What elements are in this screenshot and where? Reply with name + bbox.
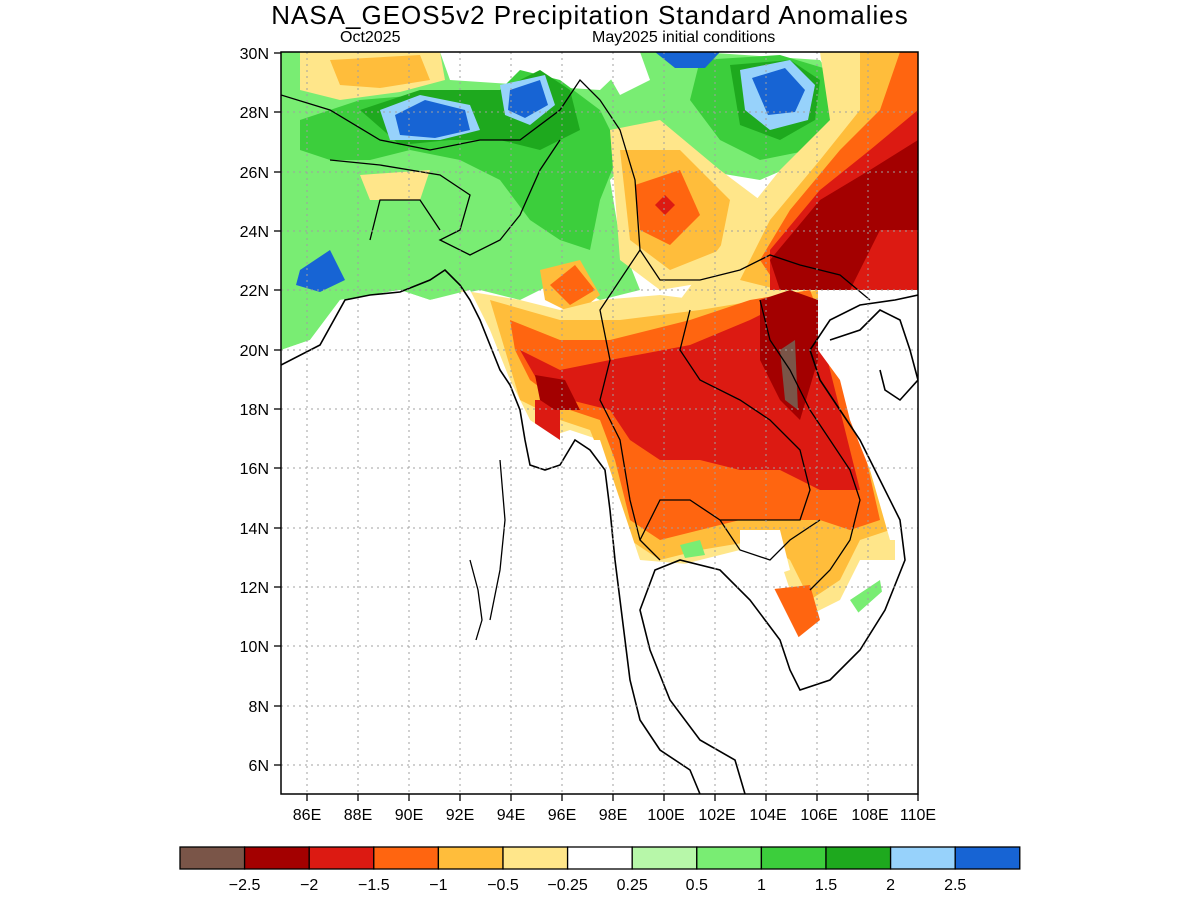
colorbar-label: 2 [886, 877, 895, 894]
colorbar-label: −1.5 [358, 877, 390, 894]
lon-tick-label: 92E [446, 807, 474, 824]
lon-tick-label: 86E [293, 807, 321, 824]
neutral-area [740, 530, 790, 580]
border-line [759, 299, 861, 591]
colorbar-swatch [954, 846, 1021, 870]
coastline-bay-of-bengal [281, 268, 701, 794]
lat-tick-label: 8N [249, 699, 269, 716]
very-strong-negative-region [770, 140, 918, 290]
lon-tick-label: 110E [900, 807, 936, 824]
colorbar-swatch [308, 846, 375, 870]
extreme-positive-region [395, 100, 470, 138]
lon-tick-label: 108E [851, 807, 888, 824]
lat-tick-label: 20N [240, 343, 269, 360]
neutral-area [818, 290, 918, 540]
moderate-negative-region [550, 265, 595, 305]
lon-tick-label: 100E [647, 807, 684, 824]
grid [281, 52, 918, 794]
lon-tick-label: 104E [749, 807, 786, 824]
weak-negative-region [360, 170, 430, 200]
colorbar-swatch [502, 846, 569, 870]
country-borders [281, 78, 871, 641]
lon-tick-label: 102E [698, 807, 735, 824]
lat-tick-label: 22N [240, 283, 269, 300]
lon-tick-label: 96E [548, 807, 576, 824]
lat-tick-label: 24N [240, 224, 269, 241]
lat-tick-label: 30N [240, 46, 269, 63]
colorbar-swatch [889, 846, 956, 870]
weak-positive-blob [680, 540, 705, 558]
anomaly-field [281, 52, 918, 794]
border-line [281, 78, 871, 301]
colorbar-label: −1 [429, 877, 447, 894]
lat-tick-label: 28N [240, 105, 269, 122]
lon-tick-label: 90E [395, 807, 423, 824]
colorbar-swatch [437, 846, 504, 870]
lon-tick-label: 88E [344, 807, 372, 824]
colorbar-swatch [373, 846, 440, 870]
colorbar-label: −0.25 [547, 877, 588, 894]
colorbar-label: −2.5 [229, 877, 261, 894]
plot-frame [280, 51, 919, 795]
coastlines [281, 268, 918, 794]
lat-tick-label: 14N [240, 521, 269, 538]
lat-tick-label: 18N [240, 402, 269, 419]
lon-labels: 86E 88E 90E 92E 94E 96E 98E 100E 102E 10… [293, 807, 936, 824]
neutral-area [281, 290, 918, 794]
coastline-gulf-of-thailand [639, 294, 918, 794]
strong-negative-dot [655, 195, 675, 215]
island-chain [469, 559, 483, 641]
lat-tick-label: 12N [240, 580, 269, 597]
lat-tick-label: 10N [240, 639, 269, 656]
colorbar-label: −0.5 [487, 877, 519, 894]
extreme-positive-region [296, 250, 345, 292]
colorbar: −2.5 −2 −1.5 −1 −0.5 −0.25 0.25 0.5 1 1.5 2 2.5 [179, 846, 1021, 894]
lon-tick-label: 98E [599, 807, 627, 824]
extreme-negative-region [780, 340, 798, 410]
extreme-positive-region [655, 52, 720, 68]
neutral-area [600, 52, 650, 95]
border-line [489, 459, 506, 621]
border-line [369, 199, 441, 241]
colorbar-swatch [566, 846, 633, 870]
colorbar-swatch [179, 846, 246, 870]
colorbar-label: −2 [300, 877, 318, 894]
forecast-month-label: Oct2025 [340, 29, 401, 46]
extreme-positive-region [752, 68, 805, 115]
extreme-positive-region [508, 80, 548, 118]
border-line [599, 249, 661, 561]
lat-tick-label: 16N [240, 461, 269, 478]
colorbar-label: 0.5 [686, 877, 708, 894]
colorbar-label: 1 [757, 877, 766, 894]
colorbar-swatch [696, 846, 763, 870]
weak-negative-region [330, 55, 430, 88]
coastline-gulf-of-tonkin [829, 309, 918, 402]
lon-tick-label: 106E [800, 807, 837, 824]
lat-labels: 6N 8N 10N 12N 14N 16N 18N 20N 22N 24N 26… [240, 46, 269, 775]
colorbar-swatch [631, 846, 698, 870]
lat-tick-label: 26N [240, 165, 269, 182]
very-strong-negative-region [535, 375, 580, 410]
axis-ticks [274, 52, 919, 801]
colorbar-swatch [760, 846, 827, 870]
lon-tick-label: 94E [497, 807, 525, 824]
colorbar-label: 2.5 [944, 877, 966, 894]
colorbar-swatch [243, 846, 310, 870]
colorbar-label: 1.5 [815, 877, 837, 894]
initial-conditions-label: May2025 initial conditions [592, 29, 776, 46]
border-line [719, 519, 821, 561]
lat-tick-label: 6N [249, 758, 269, 775]
chart-title: NASA_GEOS5v2 Precipitation Standard Anom… [271, 0, 909, 30]
border-line [639, 309, 811, 541]
colorbar-label: 0.25 [617, 877, 648, 894]
colorbar-swatch [825, 846, 892, 870]
